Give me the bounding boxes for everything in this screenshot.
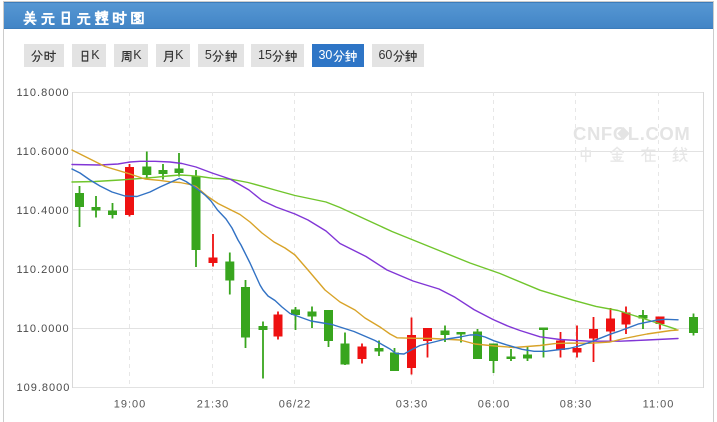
svg-text:CNFOL.COM: CNFOL.COM (573, 123, 690, 144)
svg-text:110.4000: 110.4000 (17, 205, 70, 217)
svg-text:109.8000: 109.8000 (17, 382, 71, 394)
svg-text:21:30: 21:30 (197, 399, 230, 411)
svg-text:110.0000: 110.0000 (17, 323, 70, 335)
svg-text:110.2000: 110.2000 (17, 264, 70, 276)
svg-text:19:00: 19:00 (114, 399, 147, 411)
svg-text:06:00: 06:00 (478, 399, 511, 411)
svg-text:06/22: 06/22 (279, 399, 312, 411)
svg-text:110.6000: 110.6000 (17, 146, 70, 158)
svg-text:08:30: 08:30 (560, 399, 593, 411)
svg-text:110.8000: 110.8000 (17, 87, 70, 99)
svg-text:03:30: 03:30 (396, 399, 429, 411)
svg-text:11:00: 11:00 (643, 399, 675, 411)
